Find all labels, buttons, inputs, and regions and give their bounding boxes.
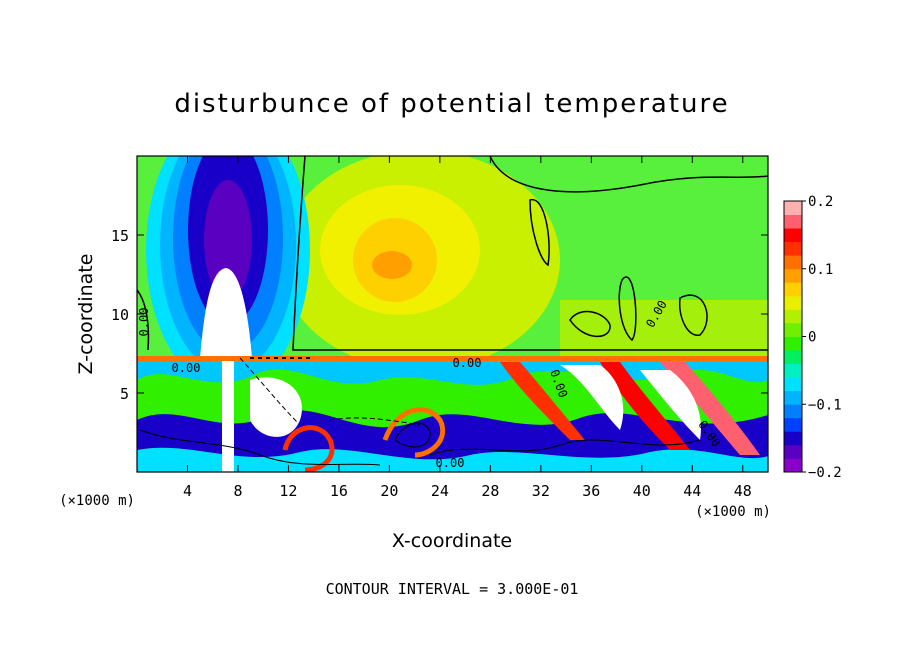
contour-lower-2 [429, 439, 701, 456]
colorbar-swatch [784, 255, 802, 270]
upper-band-right [560, 300, 768, 358]
colorbar-swatch [784, 404, 802, 419]
contour-label: 0.00 [453, 356, 482, 370]
colorbar-tick-label: 0 [808, 330, 816, 346]
y-axis: 5 10 15 [111, 227, 768, 403]
colorbar-swatch [784, 377, 802, 392]
colorbar-swatch [784, 431, 802, 446]
colorbar-tick-label: −0.2 [808, 465, 842, 481]
x-tick-label: 28 [481, 482, 499, 500]
contour-loop-3 [618, 276, 637, 342]
colorbar-swatch [784, 201, 802, 215]
white-patch-1 [560, 365, 624, 430]
colorbar-swatch [784, 282, 802, 297]
colorbar-swatch [784, 458, 802, 473]
red-loop-2 [382, 407, 445, 458]
x-tick-label: 48 [734, 482, 752, 500]
y-axis-label: Z-coordinate [75, 254, 97, 375]
white-patch-2 [640, 370, 701, 440]
contour-label: 0.00 [172, 361, 201, 375]
colorbar-swatch [784, 417, 802, 432]
colorbar-swatch [784, 295, 802, 310]
inversion-layer [137, 356, 768, 361]
x-tick-label: 4 [183, 482, 192, 500]
contour-lower-1 [139, 429, 381, 466]
x-axis: 4 8 12 16 20 24 28 32 36 40 44 48 [183, 156, 752, 500]
colorbar-swatch [784, 350, 802, 364]
warm-anomaly-core [372, 251, 412, 279]
colorbar-swatch [784, 322, 802, 337]
contour-label: 0.00 [436, 456, 465, 470]
colorbar-swatch [784, 363, 802, 378]
contour-loop-4 [679, 294, 708, 336]
contour-line-zero [292, 156, 768, 351]
contour-label: 0.00 [137, 308, 151, 337]
colorbar-tick-label: −0.1 [808, 397, 842, 413]
colorbar-swatch [784, 444, 802, 459]
colorbar-swatch [784, 336, 802, 351]
y-tick-label: 10 [111, 306, 129, 324]
x-unit-label-left: (×1000 m) [59, 493, 135, 509]
chart-title: disturbunce of potential temperature [174, 89, 729, 119]
x-tick-label: 40 [633, 482, 651, 500]
warm-streak-1 [500, 362, 585, 440]
colorbar-swatch [784, 390, 802, 405]
x-tick-label: 20 [380, 482, 398, 500]
colorbar-swatch [784, 268, 802, 283]
warm-streak-2 [600, 362, 690, 450]
cold-plume-5 [204, 180, 252, 300]
white-patch-3 [250, 377, 302, 437]
red-loop [282, 425, 335, 472]
colorbar-swatch [784, 228, 802, 243]
x-tick-label: 44 [683, 482, 701, 500]
contour-dashed-2 [329, 417, 421, 426]
colorbar-swatch [784, 309, 802, 324]
colorbar: 0.2 0.1 0 −0.1 −0.2 [783, 194, 842, 481]
x-tick-label: 36 [582, 482, 600, 500]
colorbar-swatch [784, 241, 802, 256]
x-axis-label: X-coordinate [392, 530, 512, 552]
contour-loop-5 [394, 422, 431, 448]
x-unit-label-right: (×1000 m) [695, 504, 771, 520]
y-tick-label: 5 [120, 385, 129, 403]
x-tick-label: 24 [431, 482, 449, 500]
x-tick-label: 16 [330, 482, 348, 500]
x-tick-label: 8 [233, 482, 242, 500]
plot-area [137, 156, 768, 472]
contour-dashed-1 [239, 357, 301, 426]
contour-line-left [137, 289, 150, 351]
colorbar-tick-label: 0.1 [808, 262, 833, 278]
contour-interval-footer: CONTOUR INTERVAL = 3.000E-01 [326, 580, 579, 598]
x-tick-label: 32 [532, 482, 550, 500]
contour-loop-2 [569, 310, 611, 338]
x-tick-label: 12 [279, 482, 297, 500]
saturated-core [200, 268, 252, 358]
white-column [222, 358, 234, 472]
contour-line-upper [489, 156, 768, 193]
colorbar-swatch [784, 214, 802, 229]
contour-loop-1 [529, 199, 550, 267]
y-tick-label: 15 [111, 227, 129, 245]
colorbar-tick-label: 0.2 [808, 194, 833, 210]
lower-blob-c [137, 447, 768, 472]
